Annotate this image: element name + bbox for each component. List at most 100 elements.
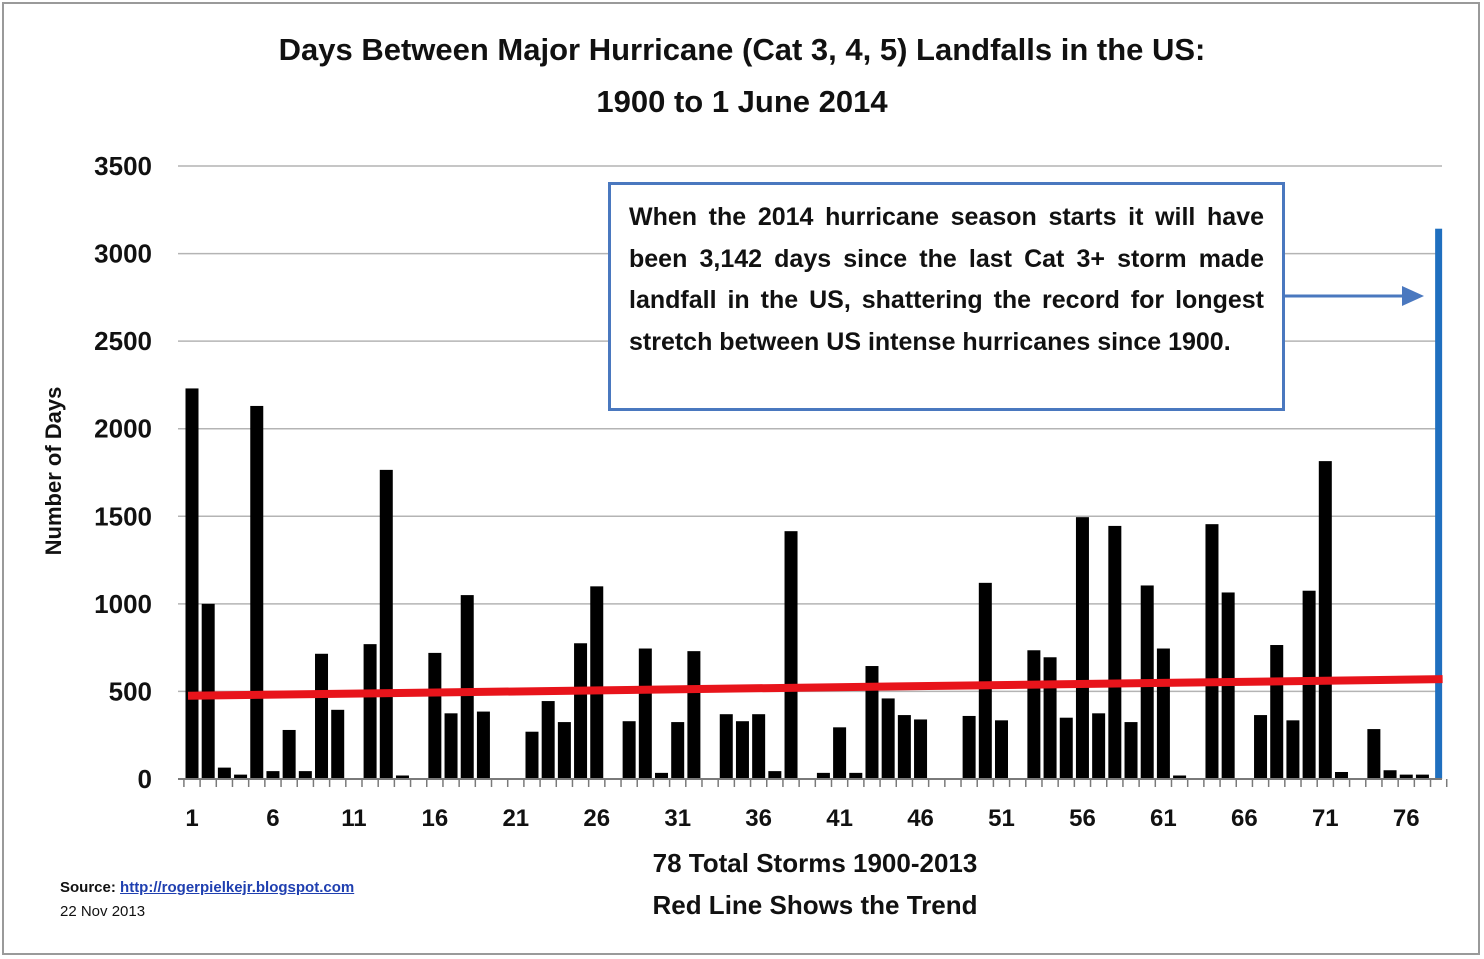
bar [897,715,911,779]
bar [784,531,798,779]
x-tick-label: 31 [664,805,691,832]
bar [1367,729,1381,779]
bar [266,771,280,779]
bar [217,767,231,779]
bar [1254,715,1268,779]
x-tick-label: 26 [583,805,610,832]
bar [282,729,296,779]
bar [1270,645,1284,779]
bar [1205,524,1219,779]
y-tick-label: 2500 [94,326,152,356]
bar [201,603,215,779]
bar [849,772,863,779]
bar [315,653,329,779]
bar [1318,461,1332,779]
bar [298,771,312,779]
x-axis-label: 78 Total Storms 1900-2013 [652,848,978,878]
annotation-text: When the 2014 hurricane season starts it… [629,203,1264,356]
bar [1286,720,1300,779]
y-tick-label: 0 [138,764,152,794]
trend-line-group [187,675,1443,700]
trend-note: Red Line Shows the Trend [652,890,978,920]
bar [1075,517,1089,779]
bar [525,731,539,779]
x-tick-label: 51 [988,805,1015,832]
bar [962,715,976,779]
bar [655,772,669,779]
bar [379,469,393,779]
trend-line [187,675,1443,700]
bar [460,595,474,779]
bar [816,772,830,779]
bar [735,721,749,779]
bar [671,722,685,779]
bar [557,722,571,779]
bar [719,714,733,779]
x-tick-label: 16 [421,805,448,832]
bar [185,388,199,779]
x-tick-label: 56 [1069,805,1096,832]
bar [1059,717,1073,779]
x-tick-label: 46 [907,805,934,832]
bar [1399,774,1413,779]
bar [687,651,701,779]
bar [363,644,377,779]
source-label: Source: [60,879,116,896]
chart-subtitle: 1900 to 1 June 2014 [596,84,888,119]
bar [444,713,458,779]
bar [574,643,588,779]
y-tick-label: 3500 [94,151,152,181]
bar [590,586,604,779]
source-date: 22 Nov 2013 [60,903,146,920]
bar [1383,770,1397,779]
y-axis-label: Number of Days [41,386,66,556]
bar [1108,525,1122,779]
bar [476,711,490,779]
source-credit: Source: http://rogerpielkejr.blogspot.co… [60,879,354,896]
bar [1124,722,1138,779]
bar [1092,713,1106,779]
x-tick-label: 1 [185,805,198,832]
x-axis: 1 6 11 16 21 26 31 36 41 46 51 56 61 66 71 76 [178,778,1448,832]
y-tick-label: 2000 [94,414,152,444]
bar [331,709,345,779]
x-tick-label: 71 [1312,805,1339,832]
bar [250,405,264,779]
bar [638,648,652,779]
bar [752,714,766,779]
x-tick-label: 76 [1393,805,1420,832]
bar [978,582,992,779]
bar [622,721,636,779]
y-axis-ticks: 0 500 1000 1500 2000 2500 3000 3500 [94,151,152,794]
y-tick-label: 1500 [94,501,152,531]
x-tick-label: 41 [826,805,853,832]
x-tick-label: 6 [266,805,279,832]
y-tick-label: 3000 [94,239,152,269]
x-tick-label: 66 [1231,805,1258,832]
x-tick-label: 11 [341,805,366,832]
bar [1156,648,1170,779]
bar [881,698,895,779]
bar [865,666,879,779]
bar [914,719,928,779]
bar [395,775,409,779]
x-tick-label: 61 [1150,805,1177,832]
bar [234,774,248,779]
source-link[interactable]: http://rogerpielkejr.blogspot.com [120,879,355,896]
y-tick-label: 1000 [94,589,152,619]
bar [1334,771,1348,779]
chart-title: Days Between Major Hurricane (Cat 3, 4, … [278,32,1206,67]
arrow-head [1402,286,1424,306]
bar [1173,775,1187,779]
y-tick-label: 500 [109,676,152,706]
bar [541,701,555,779]
bar [833,727,847,779]
bar [1043,657,1057,779]
bar-highlight [1435,228,1443,779]
annotation-box: When the 2014 hurricane season starts it… [608,182,1285,411]
bar [1027,650,1041,779]
bar [995,720,1008,779]
bar [428,652,442,779]
